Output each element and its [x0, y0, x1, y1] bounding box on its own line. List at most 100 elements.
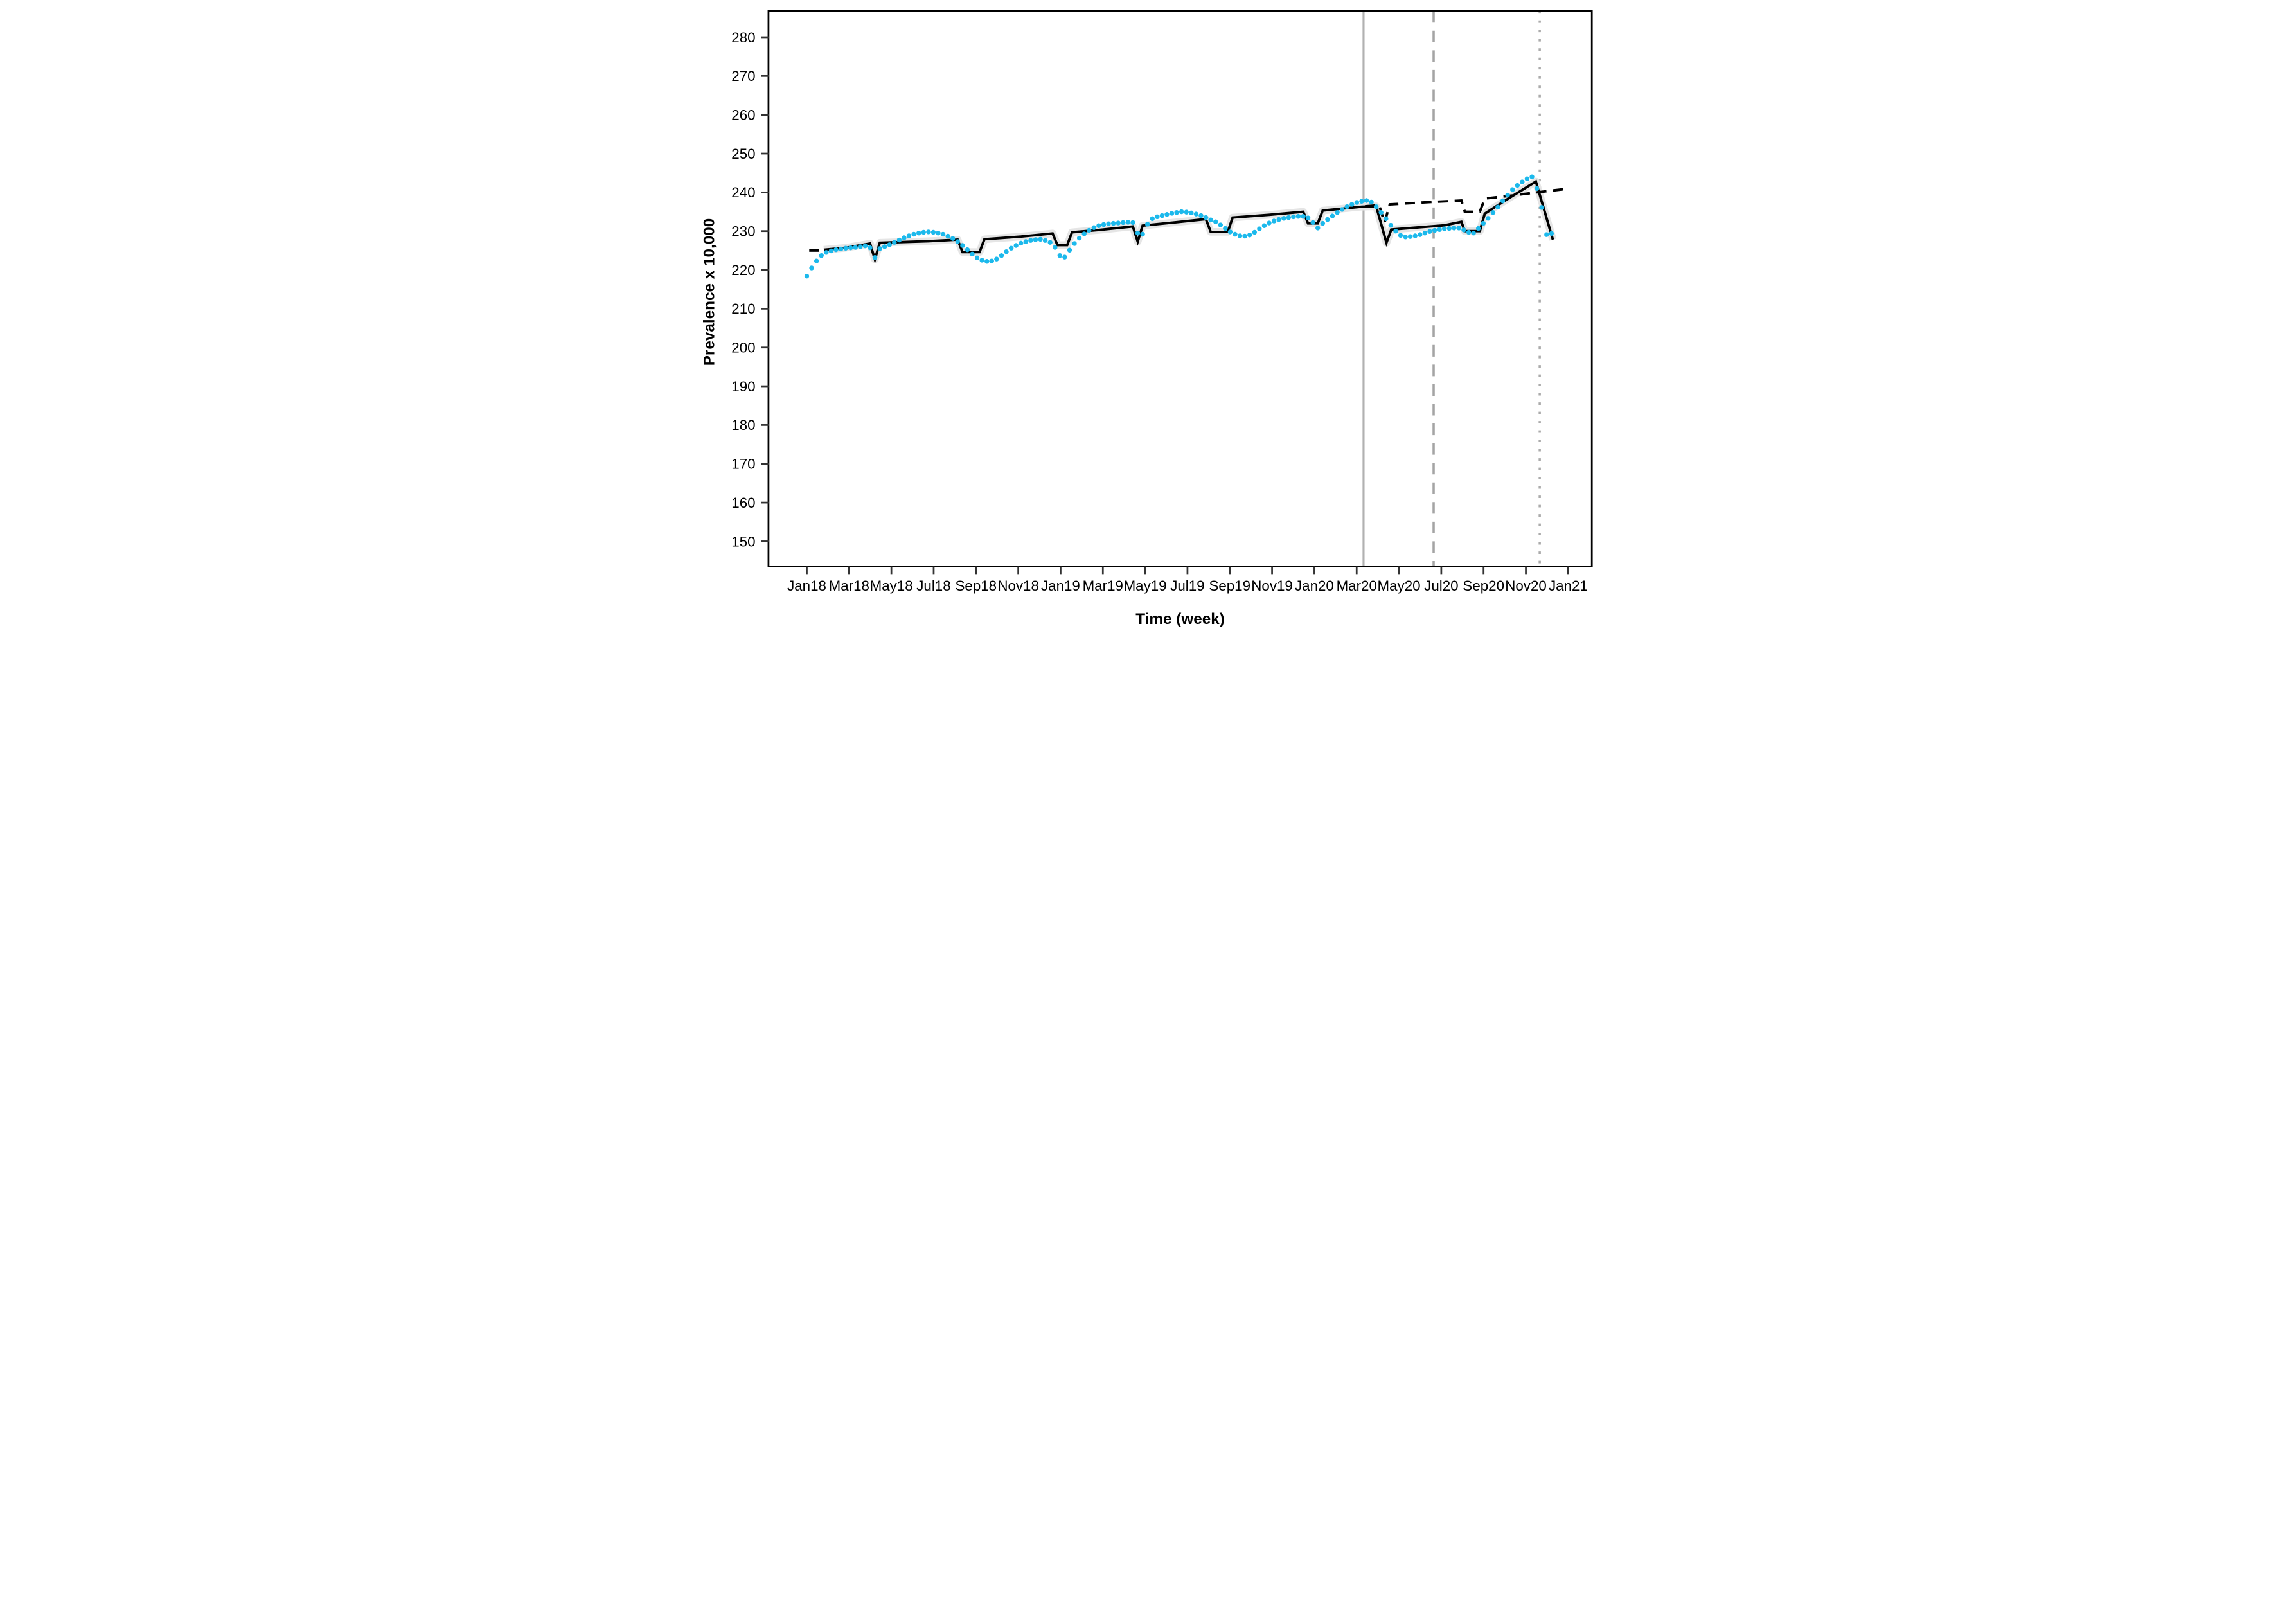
x-tick-label: Jul18: [916, 578, 950, 594]
observed-point: [1101, 222, 1106, 227]
observed-point: [1198, 213, 1204, 218]
observed-point: [1139, 231, 1145, 237]
observed-point: [1164, 212, 1170, 217]
observed-point: [965, 247, 970, 253]
observed-point: [1481, 220, 1486, 226]
x-tick-label: Mar19: [1082, 578, 1123, 594]
observed-point: [916, 230, 921, 236]
observed-point: [1013, 243, 1019, 248]
observed-point: [1008, 245, 1013, 251]
observed-point: [872, 254, 877, 260]
observed-point: [1276, 217, 1281, 222]
observed-point: [1388, 222, 1393, 228]
observed-point: [1125, 220, 1130, 225]
observed-point: [857, 244, 863, 249]
y-tick-label: 170: [731, 456, 755, 472]
observed-point: [1349, 202, 1355, 207]
observed-point: [1500, 198, 1505, 204]
observed-point: [1446, 226, 1452, 231]
y-tick-label: 280: [731, 30, 755, 46]
observed-point: [1393, 228, 1398, 234]
x-tick-label: Mar18: [828, 578, 869, 594]
observed-point: [1281, 216, 1286, 221]
observed-point: [1364, 198, 1369, 203]
observed-point: [1519, 179, 1525, 184]
observed-point: [896, 237, 902, 243]
observed-point: [1150, 216, 1155, 222]
observed-point: [828, 248, 833, 254]
observed-point: [1071, 241, 1077, 246]
observed-point: [1330, 213, 1335, 218]
observed-point: [1417, 232, 1423, 237]
observed-point: [818, 253, 824, 258]
observed-point: [1018, 240, 1023, 246]
observed-point: [1252, 229, 1257, 235]
observed-point: [1052, 245, 1057, 250]
y-tick-label: 220: [731, 262, 755, 278]
observed-point: [1544, 232, 1549, 237]
x-axis-title: Time (week): [1135, 610, 1225, 628]
observed-point: [891, 240, 897, 245]
x-tick-label: May19: [1123, 578, 1166, 594]
observed-point: [1028, 238, 1033, 243]
observed-point: [974, 255, 979, 261]
observed-point: [925, 229, 931, 235]
observed-point: [969, 251, 975, 257]
observed-point: [1184, 209, 1189, 215]
observed-point: [1207, 217, 1213, 222]
x-tick-label: Jan19: [1041, 578, 1080, 594]
y-tick-label: 250: [731, 146, 755, 162]
chart-figure: 150 160 170 180 190 200 210 220 230 240 250 260 270 2…: [698, 0, 1598, 632]
observed-point: [1203, 215, 1208, 220]
fitted-line: [823, 179, 1554, 264]
observed-point: [1115, 220, 1121, 226]
observed-point: [1534, 186, 1539, 192]
observed-point: [1344, 204, 1349, 209]
observed-point: [1358, 199, 1364, 204]
observed-point: [1173, 210, 1179, 215]
observed-point: [1037, 236, 1043, 242]
observed-point: [1120, 220, 1126, 226]
observed-point: [1295, 214, 1301, 219]
observed-point: [1266, 220, 1272, 226]
observed-point: [1529, 174, 1535, 179]
observed-point: [1154, 214, 1160, 220]
observed-point: [1159, 213, 1164, 218]
observed-point: [1427, 229, 1432, 235]
y-tick-label: 210: [731, 301, 755, 317]
observed-point: [1144, 222, 1150, 227]
observed-point: [1305, 215, 1310, 220]
y-tick-label: 180: [731, 417, 755, 433]
observed-point: [993, 256, 999, 262]
observed-point: [940, 231, 945, 237]
observed-point: [945, 233, 950, 239]
observed-point: [1339, 207, 1344, 212]
observed-point: [1466, 229, 1471, 235]
y-tick-label: 200: [731, 340, 755, 356]
observed-point: [1081, 231, 1087, 236]
observed-point: [1315, 226, 1320, 231]
observed-point: [1218, 222, 1223, 227]
y-axis: 150 160 170 180 190 200 210 220 230 240 250 260 270 2…: [731, 30, 769, 549]
y-tick-label: 240: [731, 184, 755, 201]
observed-point: [1047, 240, 1053, 245]
x-tick-label: Sep19: [1209, 578, 1250, 594]
x-tick-label: Nov20: [1505, 578, 1547, 594]
observed-point: [921, 229, 926, 235]
observed-point: [838, 246, 843, 252]
observed-point: [1368, 199, 1374, 205]
observed-point: [1310, 220, 1315, 226]
observed-point: [959, 243, 965, 248]
observed-point: [1324, 217, 1330, 222]
observed-point: [1485, 216, 1491, 221]
fitted-line-path: [823, 179, 1554, 264]
x-axis: Jan18 Mar18 May18 Jul18 Sep18 Nov18 Jan19 Mar19…: [787, 566, 1587, 594]
observed-point: [853, 245, 858, 250]
observed-point: [1091, 225, 1096, 230]
y-tick-label: 150: [731, 533, 755, 549]
x-tick-label: Jan18: [787, 578, 826, 594]
x-tick-label: Jul19: [1170, 578, 1204, 594]
observed-point: [1490, 210, 1495, 215]
observed-point: [989, 258, 994, 263]
observed-point: [1509, 187, 1515, 192]
